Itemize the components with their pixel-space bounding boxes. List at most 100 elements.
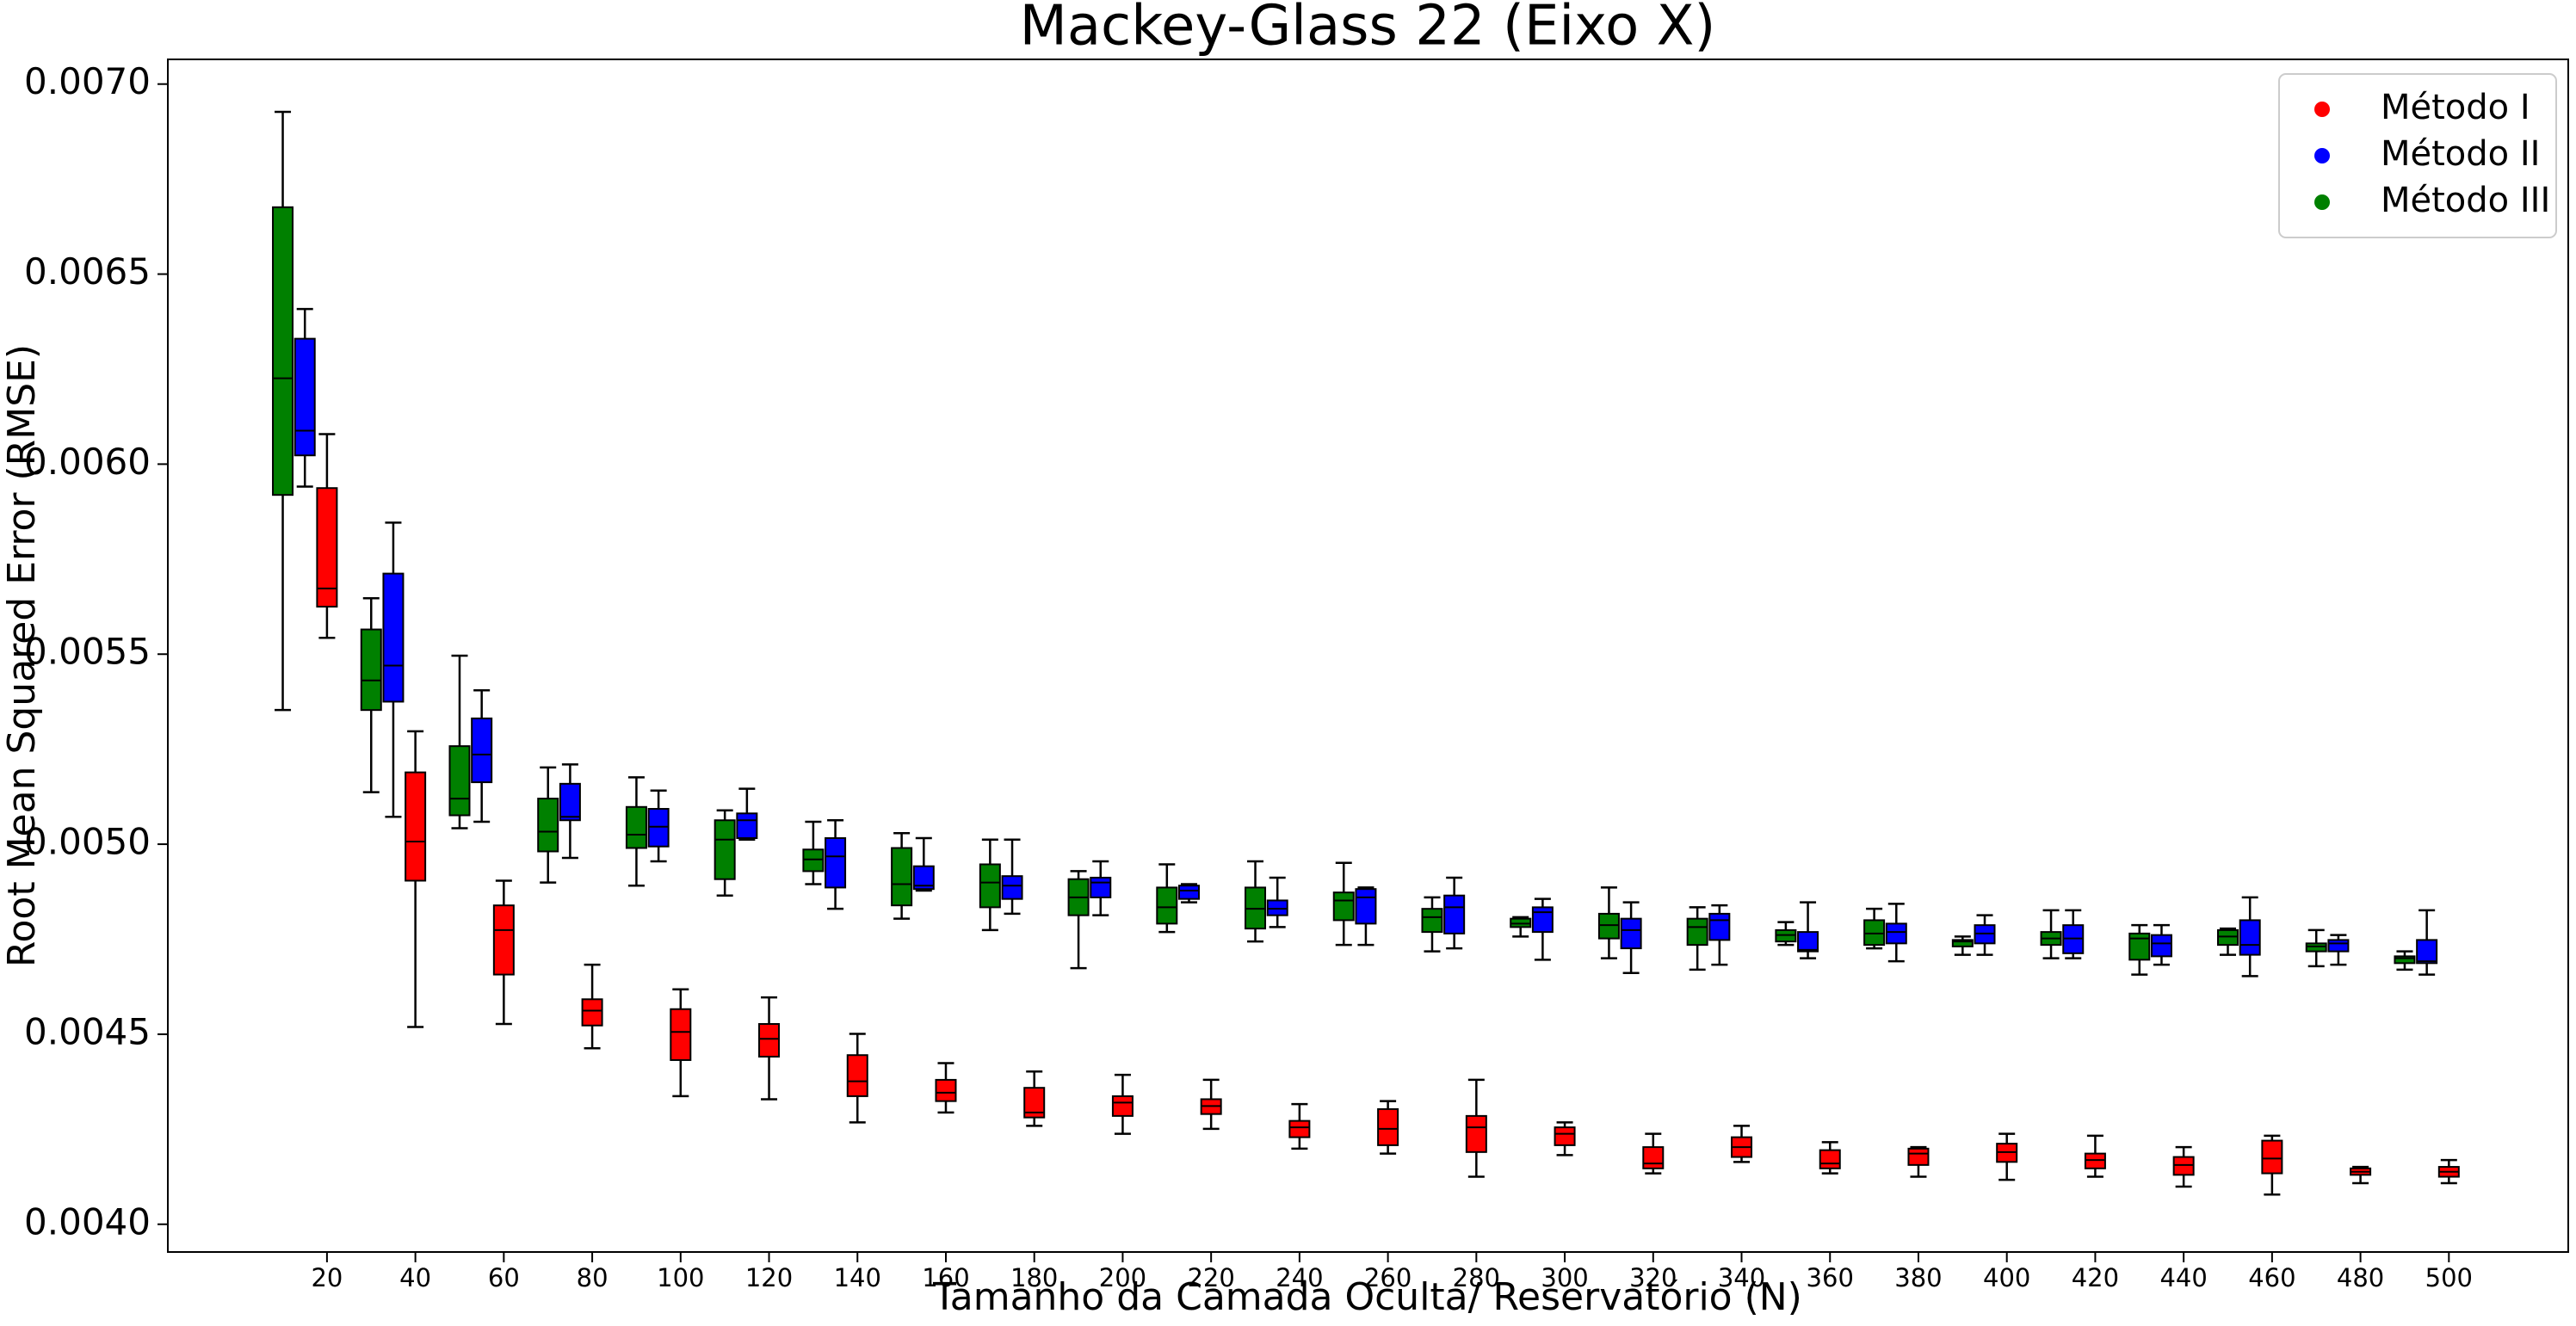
box-body bbox=[492, 904, 515, 976]
box-body bbox=[1332, 891, 1355, 922]
box-body bbox=[647, 807, 670, 848]
box-body bbox=[1531, 906, 1554, 934]
box-body bbox=[1288, 1119, 1311, 1138]
x-tick-label: 500 bbox=[2425, 1263, 2473, 1292]
box-body bbox=[1863, 919, 1886, 947]
box-body bbox=[1642, 1146, 1665, 1169]
box bbox=[1996, 1132, 2018, 1181]
x-tick-label: 200 bbox=[1099, 1263, 1146, 1292]
box bbox=[647, 789, 670, 863]
box bbox=[1288, 1102, 1311, 1150]
x-tick-label: 280 bbox=[1453, 1263, 1500, 1292]
x-tick-label: 60 bbox=[488, 1263, 520, 1292]
x-tick-label: 420 bbox=[2072, 1263, 2119, 1292]
box-body bbox=[1377, 1107, 1399, 1146]
box-body bbox=[891, 847, 913, 907]
box bbox=[1907, 1145, 1930, 1178]
box-body bbox=[2084, 1152, 2106, 1169]
box-body bbox=[979, 863, 1001, 909]
box bbox=[2394, 950, 2416, 971]
box bbox=[293, 307, 316, 488]
box-body bbox=[1023, 1087, 1046, 1119]
box bbox=[1443, 876, 1466, 950]
y-tick-label: 0.0055 bbox=[24, 631, 151, 673]
box bbox=[1067, 870, 1090, 970]
box-body bbox=[2261, 1139, 2283, 1175]
box bbox=[1686, 906, 1708, 971]
box bbox=[1554, 1121, 1576, 1156]
box bbox=[935, 1062, 957, 1114]
box-body bbox=[581, 998, 603, 1027]
box bbox=[2084, 1134, 2106, 1178]
box bbox=[2416, 909, 2438, 976]
plot-area: 0.0040 0.0045 0.0050 0.0055 0.0060 0.0065 0.00… bbox=[24, 60, 2473, 1292]
box bbox=[2327, 934, 2350, 966]
box bbox=[1510, 916, 1532, 938]
box bbox=[2261, 1134, 2283, 1196]
legend-label: Método III bbox=[2381, 181, 2550, 220]
legend-marker bbox=[2314, 102, 2330, 117]
box bbox=[316, 433, 338, 639]
box-body bbox=[537, 798, 559, 853]
box bbox=[537, 766, 559, 884]
box-body bbox=[293, 337, 316, 457]
box bbox=[559, 763, 581, 860]
x-tick-label: 220 bbox=[1187, 1263, 1234, 1292]
box bbox=[2437, 1158, 2460, 1185]
box-body bbox=[448, 745, 471, 817]
y-tick-label: 0.0040 bbox=[24, 1200, 151, 1243]
box bbox=[1245, 860, 1267, 943]
x-tick-label: 320 bbox=[1629, 1263, 1677, 1292]
x-tick-label: 160 bbox=[922, 1263, 969, 1292]
box bbox=[1090, 860, 1112, 916]
box-body bbox=[713, 819, 736, 880]
box-body bbox=[1620, 917, 1642, 950]
box bbox=[1531, 897, 1554, 961]
y-tick-label: 0.0065 bbox=[24, 250, 151, 293]
box bbox=[272, 110, 294, 712]
box bbox=[1332, 861, 1355, 947]
box bbox=[846, 1033, 868, 1124]
box-body bbox=[1111, 1095, 1134, 1117]
box-body bbox=[272, 206, 294, 496]
box-body bbox=[382, 572, 405, 703]
box-body bbox=[1443, 894, 1466, 934]
box bbox=[758, 996, 781, 1101]
x-tick-label: 240 bbox=[1276, 1263, 1323, 1292]
axes-frame bbox=[167, 59, 2569, 1253]
box bbox=[1465, 1078, 1487, 1178]
box-body bbox=[1885, 922, 1907, 945]
box-body bbox=[1156, 886, 1178, 925]
box bbox=[1111, 1073, 1134, 1135]
chart-title: Mackey-Glass 22 (Eixo X) bbox=[1020, 0, 1716, 59]
box bbox=[581, 963, 603, 1050]
box bbox=[2217, 927, 2239, 956]
box-body bbox=[2305, 942, 2327, 953]
legend-label: Método I bbox=[2381, 88, 2530, 127]
box bbox=[1863, 907, 1886, 950]
y-axis-label: Root Mean Squared Error (RMSE) bbox=[0, 344, 44, 967]
box-body bbox=[2150, 934, 2172, 958]
box bbox=[1819, 1141, 1841, 1175]
legend: Método I Método II Método III bbox=[2278, 73, 2557, 238]
box bbox=[670, 988, 692, 1098]
x-tick-label: 460 bbox=[2248, 1263, 2295, 1292]
x-tick-label: 400 bbox=[1983, 1263, 2030, 1292]
box bbox=[382, 521, 405, 818]
y-tick-label: 0.0070 bbox=[24, 60, 151, 102]
box-body bbox=[1465, 1114, 1487, 1153]
box bbox=[448, 654, 471, 830]
box-body bbox=[2239, 919, 2261, 956]
box bbox=[1421, 896, 1443, 953]
box-body bbox=[1597, 912, 1620, 940]
x-axis-label: Tamanho da Camada Oculta/ Reservatório (… bbox=[932, 1275, 1802, 1319]
box-body bbox=[405, 771, 427, 882]
x-tick-label: 100 bbox=[657, 1263, 704, 1292]
box-body bbox=[1266, 899, 1288, 916]
box bbox=[2172, 1145, 2195, 1188]
box-body bbox=[2327, 939, 2350, 953]
x-tick-label: 40 bbox=[399, 1263, 431, 1292]
box-body bbox=[935, 1078, 957, 1102]
box bbox=[2040, 909, 2062, 959]
